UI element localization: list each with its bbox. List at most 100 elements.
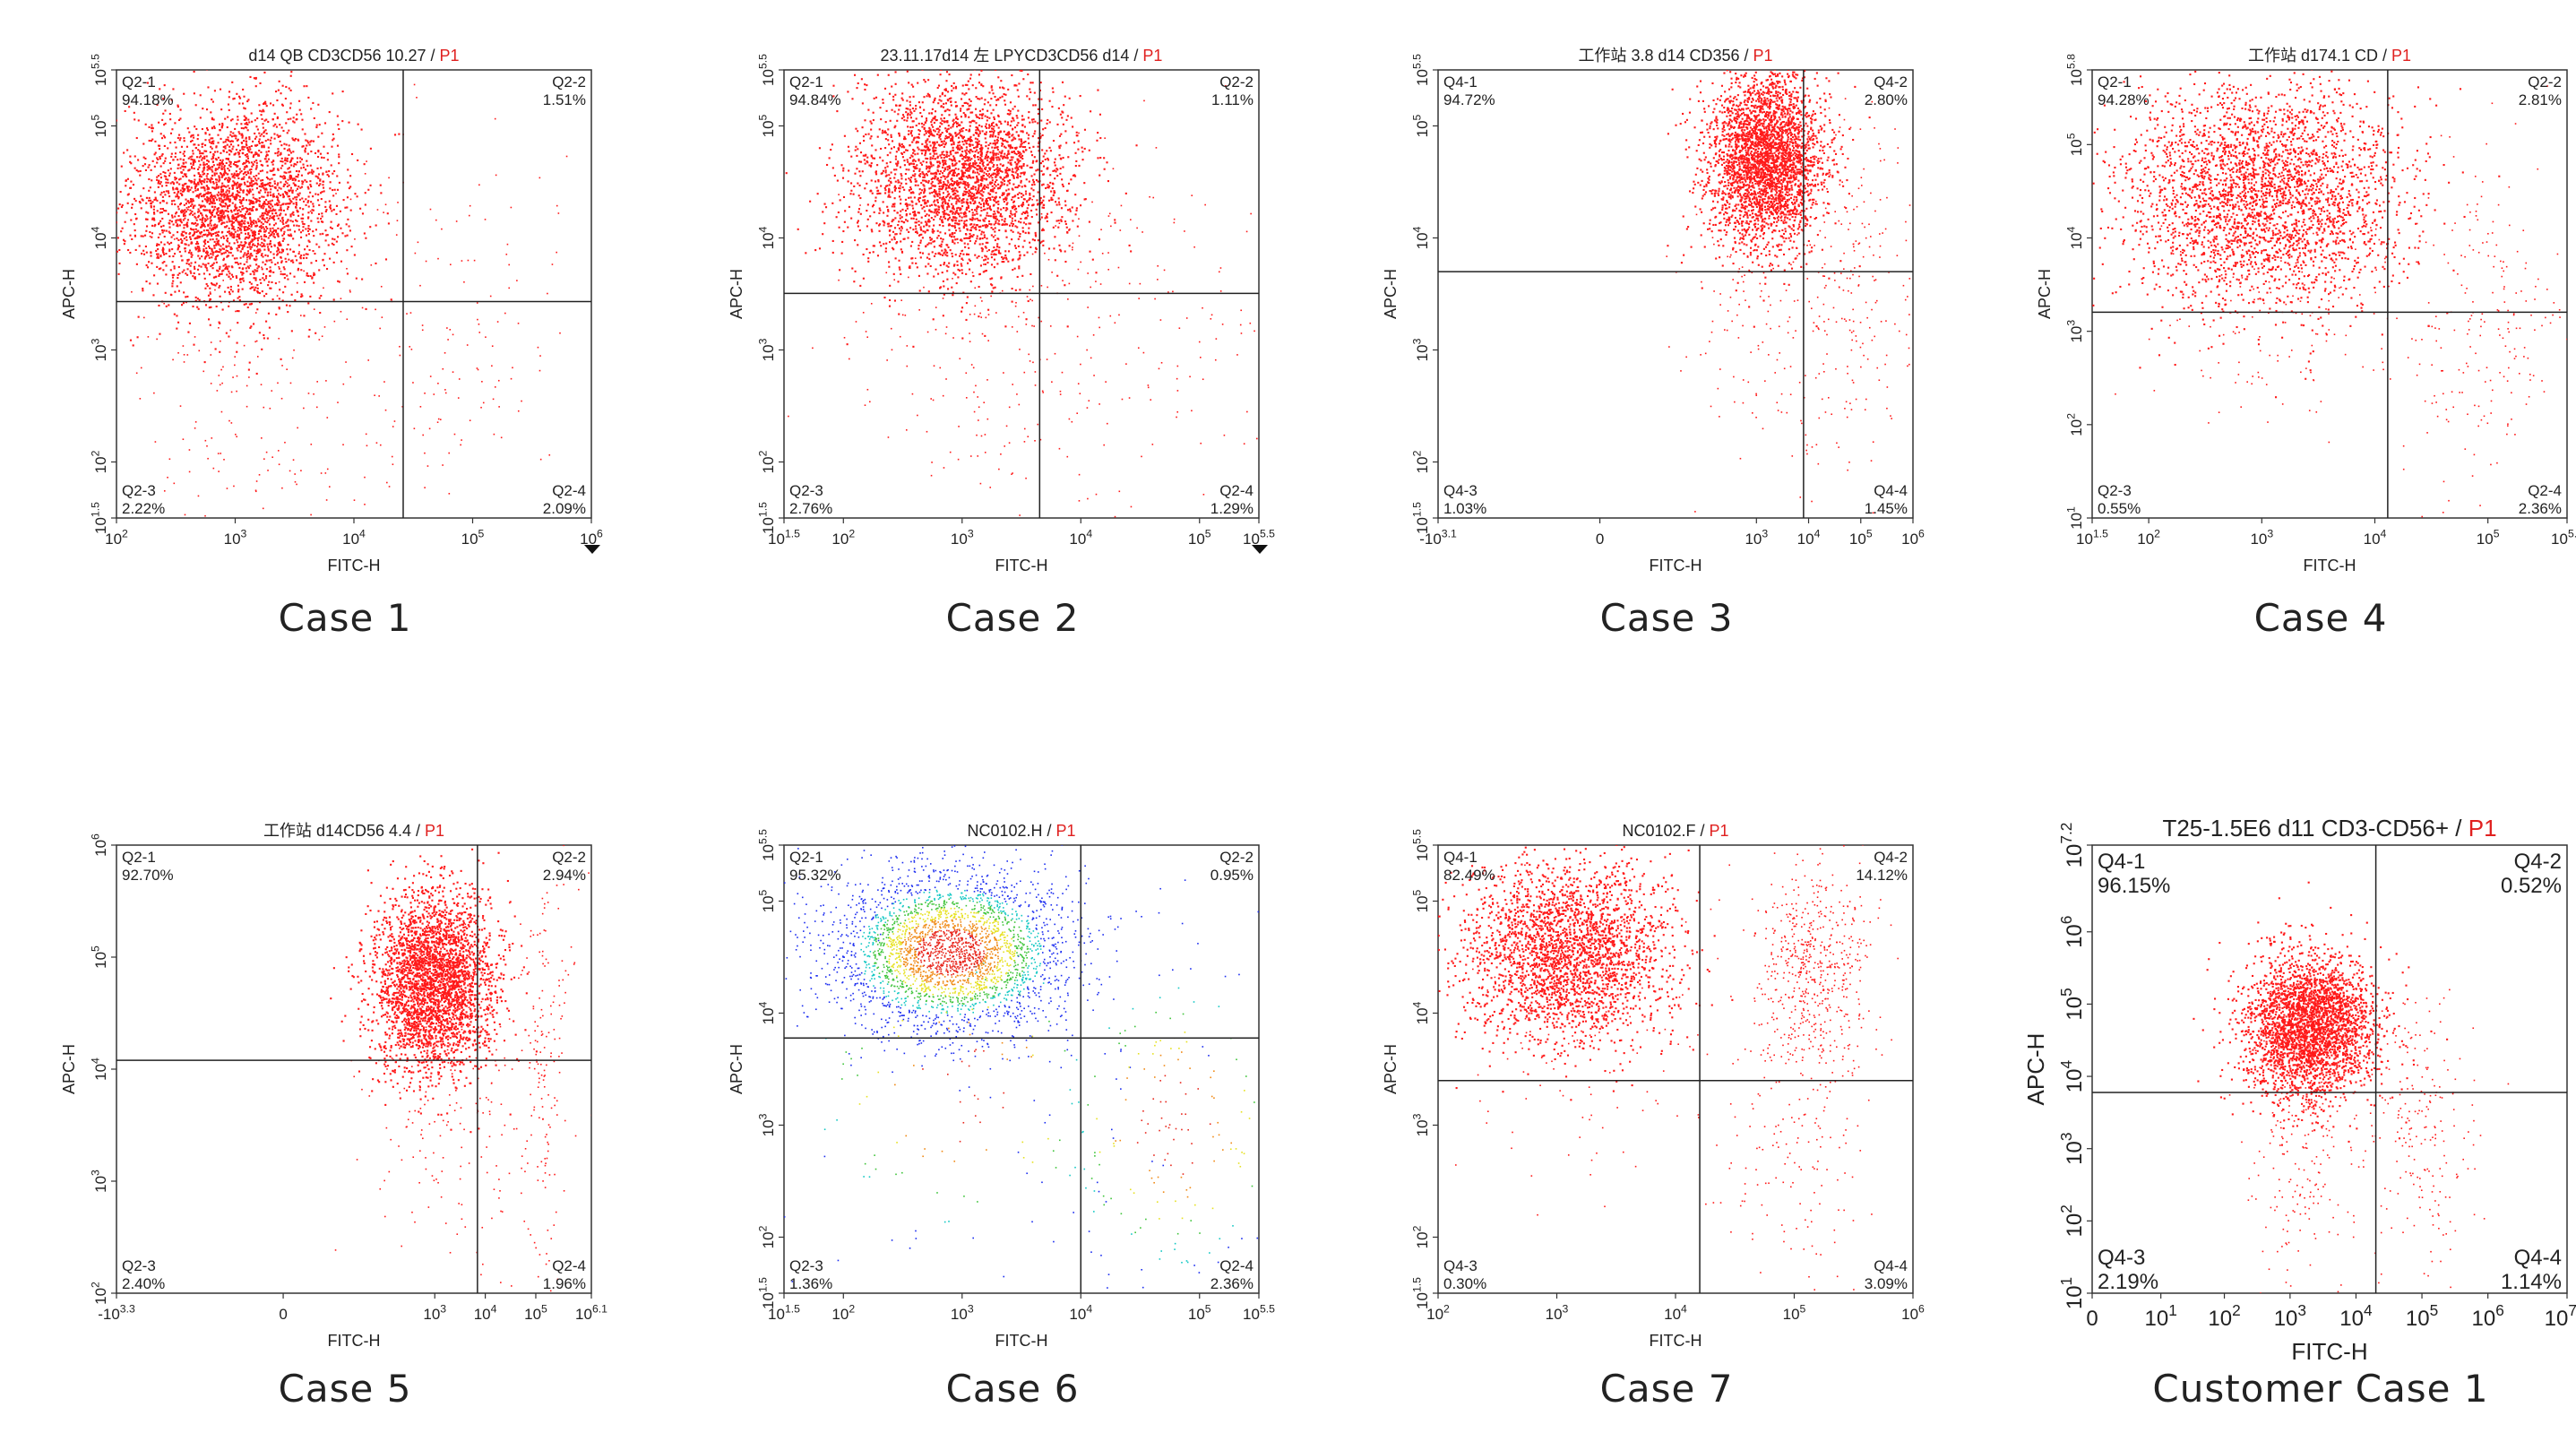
y-tick-label: 106	[2057, 916, 2087, 948]
x-tick-label: -103.1	[1419, 527, 1457, 548]
x-tick-label: 106	[1901, 527, 1925, 548]
x-tick-label: 105	[461, 527, 485, 548]
case-caption: Customer Case 1	[2020, 1367, 2576, 1411]
x-tick-label: 103	[224, 527, 247, 548]
plot-frame	[1437, 69, 1914, 519]
y-axis-label: APC-H	[728, 1044, 745, 1094]
event-dots	[2092, 70, 2567, 518]
y-tick-label: 103	[89, 1170, 109, 1193]
scatter-plot: T25-1.5E6 d11 CD3-CD56+ / P1 Q4-196.15% Q4…	[2022, 815, 2576, 1365]
y-tick-label: 101.5	[1410, 502, 1431, 534]
y-tick-label: 105.5	[89, 54, 109, 86]
quadrant-percentage: 82.49%	[1443, 867, 1495, 884]
flow-plot-panel: 工作站 d14CD56 4.4 / P1 Q2-1 92.70% Q2-2 2.94% Q…	[45, 811, 618, 1376]
y-tick-label: 102	[756, 450, 777, 473]
x-tick-label: 104	[1069, 527, 1092, 548]
x-tick-label: 105	[2477, 527, 2500, 548]
x-tick-label: 106.1	[575, 1302, 607, 1323]
y-tick-label: 104	[89, 226, 109, 249]
plot-frame	[1437, 844, 1914, 1294]
quadrant-percentage: 0.55%	[2098, 500, 2141, 517]
quadrant-name: Q2-1	[122, 849, 156, 866]
case-caption: Case 1	[45, 596, 645, 640]
y-tick-label: 105.8	[2064, 54, 2085, 86]
x-tick-label: 104	[1069, 1302, 1092, 1323]
quadrant-percentage: 94.84%	[789, 91, 841, 108]
x-tick-label: 104	[1797, 527, 1821, 548]
flow-plot-panel: NC0102.H / P1 Q2-1 95.32% Q2-2 0.95% Q2-3 1.36…	[712, 811, 1286, 1376]
scatter-plot: NC0102.H / P1 Q2-195.32% Q2-20.95% Q2-31.36…	[728, 822, 1275, 1350]
event-dots	[784, 845, 1259, 1289]
plot-title: 工作站 3.8 d14 CD356 / P1	[1578, 47, 1772, 65]
plot-frame	[116, 844, 592, 1294]
quadrant-name: Q2-1	[122, 73, 156, 91]
quadrant-name: Q4-1	[1443, 849, 1478, 866]
quadrant-percentage: 2.80%	[1865, 91, 1908, 108]
x-tick-label: 103	[2274, 1301, 2306, 1331]
quadrant-percentage: 2.76%	[789, 500, 832, 517]
event-dots	[116, 70, 568, 517]
plot-title: NC0102.F / P1	[1622, 822, 1728, 840]
y-tick-label: 104	[1410, 1001, 1431, 1024]
quadrant-name: Q2-2	[552, 849, 586, 866]
x-axis-label: FITC-H	[1650, 1332, 1702, 1350]
event-dots	[1438, 845, 1899, 1291]
x-tick-label: 105	[1188, 1302, 1211, 1323]
y-axis-label: APC-H	[728, 269, 745, 319]
x-tick-label: 101	[2145, 1301, 2177, 1331]
x-tick-label: 104	[2364, 527, 2387, 548]
event-dots	[2193, 881, 2510, 1293]
plot-title: NC0102.H / P1	[967, 822, 1075, 840]
event-dots	[330, 845, 591, 1292]
quadrant-percentage: 2.22%	[122, 500, 165, 517]
quadrant-percentage: 94.28%	[2098, 91, 2150, 108]
y-tick-label: 105.5	[756, 829, 777, 861]
quadrant-name: Q4-3	[2098, 1246, 2145, 1270]
scatter-plot: 工作站 3.8 d14 CD356 / P1 Q4-194.72% Q4-22.80…	[1382, 47, 1925, 574]
event-dots	[785, 70, 1258, 518]
y-tick-label: 102	[756, 1225, 777, 1248]
plot-title: d14 QB CD3CD56 10.27 / P1	[248, 47, 459, 65]
x-axis-label: FITC-H	[995, 557, 1048, 574]
y-tick-label: 105.5	[1410, 54, 1431, 86]
plot-title: T25-1.5E6 d11 CD3-CD56+ / P1	[2162, 815, 2496, 842]
x-axis-label: FITC-H	[328, 1332, 381, 1350]
scatter-plot: NC0102.F / P1 Q4-182.49% Q4-214.12% Q4-30.3…	[1382, 822, 1925, 1350]
flow-plot-panel: d14 QB CD3CD56 10.27 / P1 Q2-1 94.18% Q2-2 1…	[45, 36, 618, 600]
scatter-plot: 23.11.17d14 左 LPYCD3CD56 d14 / P1 Q2-194.…	[728, 47, 1275, 574]
case-caption: Case 6	[712, 1367, 1313, 1411]
quadrant-percentage: 14.12%	[1856, 867, 1908, 884]
quadrant-name: Q2-1	[2098, 73, 2132, 91]
flow-plot-panel: 23.11.17d14 左 LPYCD3CD56 d14 / P1 Q2-1 94.…	[712, 36, 1286, 600]
y-tick-label: 107.2	[2057, 823, 2087, 868]
y-tick-label: 101.5	[756, 502, 777, 534]
y-tick-label: 105	[1410, 889, 1431, 912]
y-axis-label: APC-H	[60, 1044, 78, 1094]
y-tick-label: 103	[89, 338, 109, 361]
quadrant-percentage: 94.72%	[1443, 91, 1495, 108]
quadrant-name: Q2-4	[552, 1257, 586, 1274]
x-axis-label: FITC-H	[2304, 557, 2356, 574]
scatter-plot: 工作站 d14CD56 4.4 / P1 Q2-192.70% Q2-22.94% Q…	[60, 822, 607, 1350]
quadrant-percentage: 92.70%	[122, 867, 174, 884]
quadrant-percentage: 0.95%	[1210, 867, 1254, 884]
x-axis-label: FITC-H	[2291, 1338, 2367, 1365]
y-tick-label: 103	[2057, 1133, 2087, 1165]
quadrant-percentage: 2.19%	[2098, 1270, 2158, 1294]
quadrant-percentage: 0.30%	[1443, 1275, 1486, 1292]
x-tick-label: 105.7	[2551, 527, 2576, 548]
x-tick-label: 102	[1426, 1302, 1450, 1323]
quadrant-percentage: 95.32%	[789, 867, 841, 884]
x-tick-label: 103	[423, 1302, 446, 1323]
y-tick-label: 103	[756, 338, 777, 361]
quadrant-name: Q2-2	[2528, 73, 2562, 91]
quadrant-percentage: 1.11%	[1211, 91, 1254, 108]
quadrant-name: Q4-2	[2514, 850, 2562, 874]
y-tick-label: 102	[2057, 1204, 2087, 1237]
x-tick-label: 105	[1849, 527, 1873, 548]
y-tick-label: 104	[756, 226, 777, 249]
y-axis-label: APC-H	[2036, 269, 2054, 319]
y-tick-label: 102	[89, 1282, 109, 1305]
quadrant-name: Q2-3	[789, 1257, 823, 1274]
plot-title: 23.11.17d14 左 LPYCD3CD56 d14 / P1	[881, 47, 1163, 65]
